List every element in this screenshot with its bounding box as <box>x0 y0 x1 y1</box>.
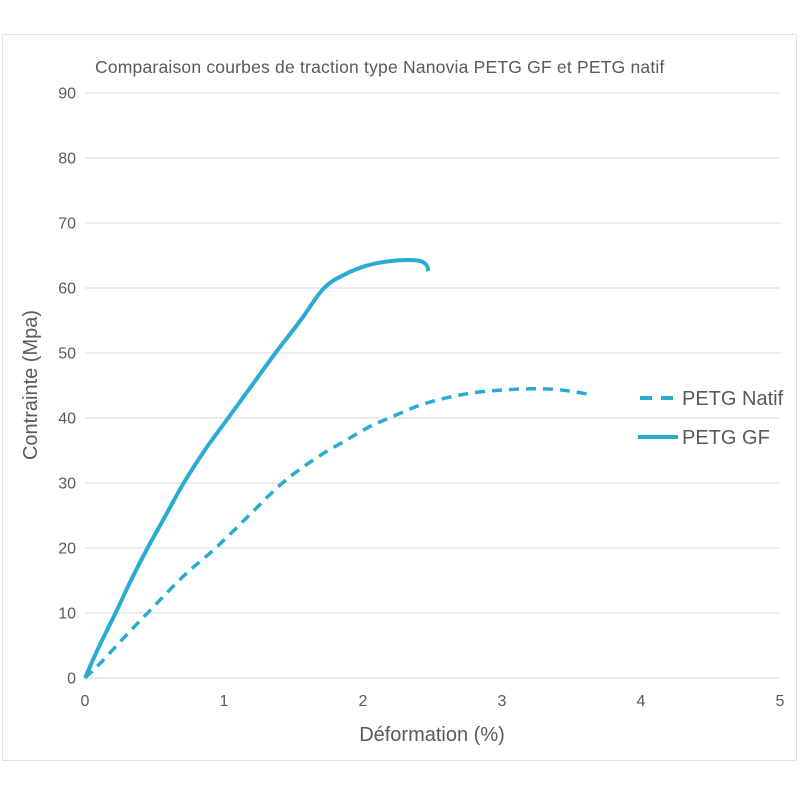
x-tick-label-5: 5 <box>776 693 785 710</box>
series-line-petg-natif <box>83 386 588 680</box>
y-gridlines <box>85 92 780 679</box>
y-tick-label-30: 30 <box>58 476 76 493</box>
y-tick-label-70: 70 <box>58 216 76 233</box>
x-tick-label-3: 3 <box>498 693 507 710</box>
y-tick-label-60: 60 <box>58 281 76 298</box>
y-axis-title: Contrainte (Mpa) <box>20 310 42 460</box>
chart-title: Comparaison courbes de traction type Nan… <box>95 57 665 77</box>
x-tick-label-4: 4 <box>637 693 646 710</box>
x-tick-label-2: 2 <box>359 693 368 710</box>
y-tick-label-40: 40 <box>58 411 76 428</box>
series-line-petg-gf <box>83 258 431 679</box>
series-lines <box>83 258 588 680</box>
legend-label-petg-gf: PETG GF <box>682 427 770 449</box>
x-axis-title: Déformation (%) <box>359 724 505 746</box>
y-tick-label-90: 90 <box>58 86 76 103</box>
chart-frame <box>2 34 797 761</box>
x-tick-label-0: 0 <box>81 693 90 710</box>
y-tick-label-80: 80 <box>58 151 76 168</box>
y-tick-label-10: 10 <box>58 606 76 623</box>
y-tick-label-50: 50 <box>58 346 76 363</box>
x-tick-label-1: 1 <box>220 693 229 710</box>
x-tick-labels: 0 1 2 3 4 5 <box>81 693 785 710</box>
legend: PETG Natif PETG GF <box>638 388 784 449</box>
y-tick-label-0: 0 <box>67 671 76 688</box>
legend-label-petg-natif: PETG Natif <box>682 388 784 410</box>
y-tick-label-20: 20 <box>58 541 76 558</box>
y-tick-labels: 0 10 20 30 40 50 60 70 80 90 <box>58 86 76 688</box>
